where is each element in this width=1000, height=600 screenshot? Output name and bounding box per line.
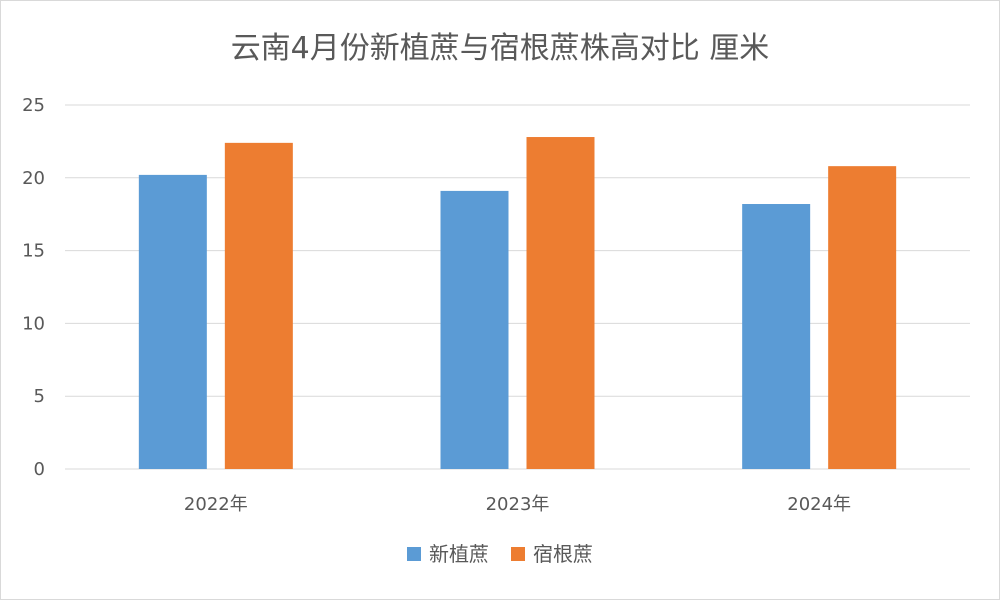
gridlines [65, 104, 970, 470]
legend-label: 新植蔗 [429, 542, 489, 566]
y-tick-label: 0 [34, 459, 45, 480]
y-tick-label: 25 [22, 95, 45, 116]
legend-label: 宿根蔗 [533, 542, 593, 566]
bar-new-planted-0 [138, 174, 207, 469]
x-category-label: 2024年 [787, 494, 851, 515]
bar-new-planted-2 [742, 204, 811, 469]
bar-ratoon-0 [224, 142, 293, 469]
bar-ratoon-1 [526, 137, 595, 470]
legend: 新植蔗 宿根蔗 [407, 542, 593, 566]
chart-title: 云南4月份新植蔗与宿根蔗株高对比 厘米 [231, 31, 770, 66]
y-tick-label: 15 [22, 241, 45, 262]
y-axis-ticks: 0 5 10 15 20 25 [22, 95, 45, 480]
legend-swatch [511, 547, 525, 561]
x-category-label: 2023年 [486, 494, 550, 515]
y-tick-label: 10 [22, 313, 45, 334]
y-tick-label: 20 [22, 168, 45, 189]
x-category-label: 2022年 [184, 494, 248, 515]
bars [138, 137, 897, 470]
legend-swatch [407, 547, 421, 561]
bar-new-planted-1 [440, 190, 509, 470]
y-tick-label: 5 [34, 386, 45, 407]
x-axis-categories: 2022年 2023年 2024年 [184, 494, 851, 515]
bar-ratoon-2 [828, 166, 897, 470]
